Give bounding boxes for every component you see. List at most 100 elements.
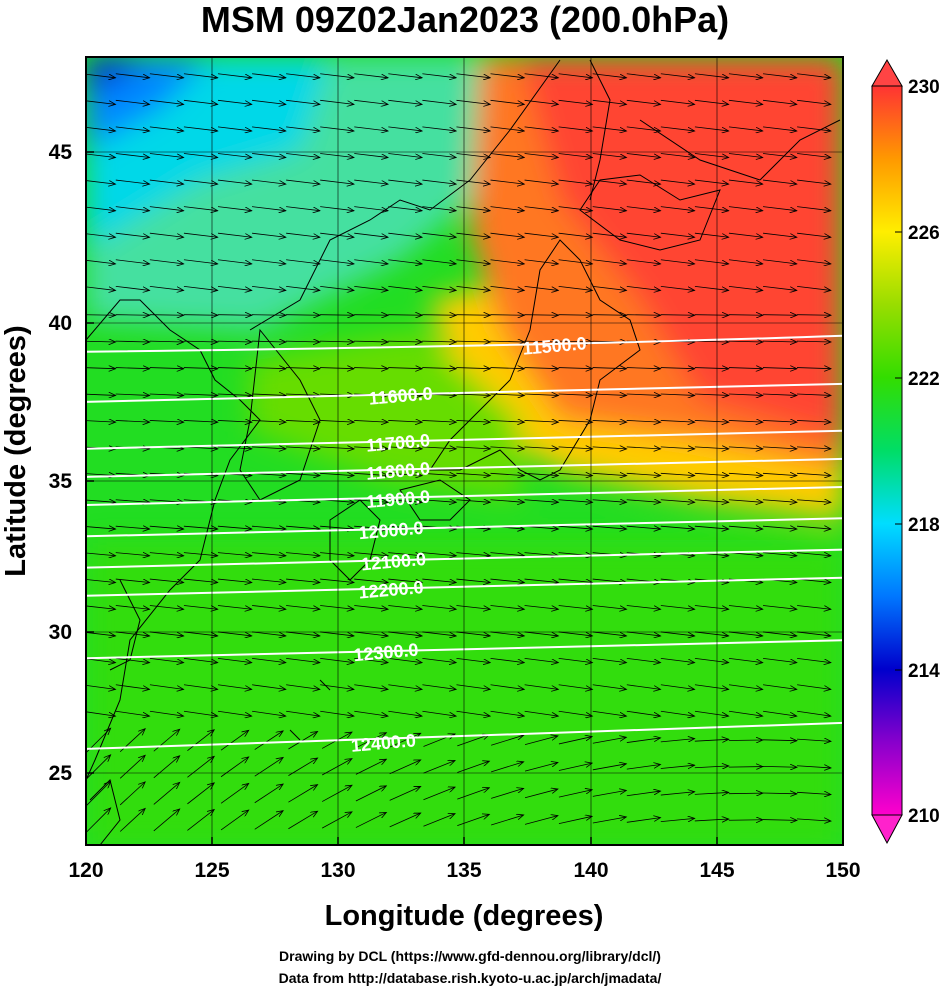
- wind-arrow: [388, 710, 422, 716]
- wind-arrow: [86, 755, 111, 780]
- chart-title: MSM 09Z02Jan2023 (200.0hPa): [200, 0, 730, 40]
- wind-arrow: [115, 526, 150, 529]
- height-contour-line: [86, 517, 843, 538]
- wind-arrow: [86, 368, 116, 369]
- wind-arrow: [422, 153, 456, 157]
- wind-arrow: [187, 783, 214, 805]
- wind-arrow: [728, 500, 763, 503]
- wind-arrow: [490, 259, 525, 264]
- wind-arrow: [187, 810, 214, 831]
- wind-arrow: [558, 99, 593, 104]
- wind-arrow: [252, 657, 286, 662]
- wind-arrow: [320, 553, 354, 556]
- wind-arrow: [153, 729, 180, 752]
- wind-arrow: [456, 341, 490, 342]
- wind-arrow: [694, 819, 729, 821]
- wind-arrow: [797, 285, 831, 290]
- wind-arrow: [490, 206, 525, 211]
- wind-arrow: [115, 605, 150, 609]
- wind-arrow: [217, 605, 252, 609]
- wind-arrow: [252, 73, 286, 78]
- wind-arrow: [558, 684, 593, 690]
- wind-arrow: [626, 447, 661, 449]
- wind-arrow: [762, 500, 797, 503]
- wind-arrow: [320, 420, 354, 422]
- wind-arrow: [86, 711, 116, 716]
- wind-arrow: [320, 473, 354, 475]
- wind-arrow: [456, 631, 490, 636]
- wind-arrow: [797, 232, 831, 237]
- wind-arrow: [320, 341, 354, 342]
- wind-arrow: [592, 285, 627, 290]
- wind-arrow: [321, 812, 352, 829]
- wind-arrow: [558, 368, 593, 369]
- wind-arrow: [320, 368, 354, 369]
- wind-arrow: [86, 126, 116, 131]
- wind-arrow: [626, 473, 661, 475]
- wind-arrow: [558, 394, 593, 395]
- wind-arrow: [490, 500, 524, 503]
- credit-drawing: Drawing by DCL (https://www.gfd-dennou.o…: [279, 948, 661, 964]
- wind-arrow: [762, 73, 797, 78]
- wind-arrow: [762, 206, 797, 211]
- x-tick-label: 135: [446, 859, 481, 882]
- wind-arrow: [86, 473, 116, 475]
- colorbar-tick-label: 226: [908, 223, 940, 244]
- wind-arrow: [149, 394, 184, 395]
- wind-arrow: [660, 684, 695, 690]
- wind-arrow: [86, 259, 116, 264]
- wind-arrow: [354, 657, 388, 662]
- wind-arrow: [728, 605, 763, 609]
- wind-arrow: [456, 285, 490, 290]
- wind-arrow: [86, 100, 116, 104]
- wind-arrow: [422, 341, 456, 342]
- wind-arrow: [456, 259, 490, 264]
- wind-arrow: [389, 786, 421, 801]
- wind-arrow: [251, 368, 286, 369]
- wind-arrow: [490, 232, 525, 237]
- wind-arrow: [457, 788, 489, 800]
- wind-arrow: [422, 578, 456, 582]
- height-contours: 11500.011600.011700.011800.011900.012000…: [86, 333, 843, 756]
- wind-arrow: [592, 657, 627, 662]
- wind-arrow: [320, 73, 354, 78]
- wind-arrow: [660, 153, 695, 157]
- wind-arrow: [115, 710, 150, 716]
- wind-arrow: [355, 812, 386, 828]
- wind-arrow: [320, 605, 354, 609]
- wind-arrow: [320, 179, 354, 184]
- wind-arrow: [115, 553, 150, 556]
- wind-arrow: [660, 792, 695, 796]
- wind-arrow: [286, 99, 320, 104]
- wind-arrow: [490, 285, 525, 290]
- wind-arrow: [694, 259, 729, 264]
- wind-arrow: [422, 553, 456, 556]
- wind-arrow: [524, 420, 558, 422]
- wind-arrow: [456, 394, 490, 395]
- height-contour-line: [86, 721, 843, 750]
- x-axis-label: Longitude (degrees): [325, 900, 604, 932]
- wind-arrow: [86, 808, 111, 833]
- wind-arrow: [797, 153, 831, 157]
- wind-arrow: [320, 526, 354, 529]
- wind-arrow: [797, 657, 831, 662]
- wind-arrow: [388, 473, 422, 475]
- wind-arrow: [796, 341, 831, 342]
- wind-arrow: [728, 206, 763, 211]
- wind-arrow: [490, 99, 525, 104]
- wind-arrow: [694, 99, 729, 104]
- wind-arrow: [251, 526, 286, 529]
- wind-arrow: [490, 631, 525, 636]
- wind-arrow: [626, 605, 661, 609]
- wind-arrow: [694, 232, 729, 237]
- wind-arrow: [728, 447, 763, 449]
- wind-arrow: [153, 809, 180, 832]
- wind-arrow: [592, 764, 626, 771]
- wind-arrow: [286, 605, 320, 609]
- wind-arrow: [119, 808, 145, 832]
- wind-arrow: [456, 179, 490, 184]
- wind-arrow: [762, 394, 797, 395]
- wind-arrow: [86, 420, 116, 422]
- wind-arrow: [558, 259, 593, 264]
